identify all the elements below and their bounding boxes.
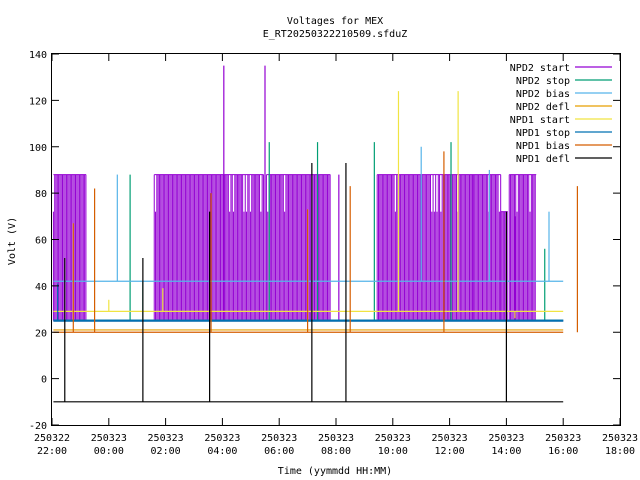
- legend: NPD2 start NPD2 stop NPD2 bias NPD2 defl NPD…: [510, 63, 612, 165]
- y-tick-label: 120: [29, 96, 47, 107]
- y-tick-label: 80: [35, 189, 47, 200]
- x-tick-label-time: 04:00: [207, 446, 237, 457]
- x-tick-label-time: 10:00: [378, 446, 408, 457]
- legend-label: NPD1 defl: [516, 154, 570, 165]
- x-tick-label-time: 22:00: [37, 446, 67, 457]
- legend-label: NPD2 stop: [516, 76, 570, 87]
- x-tick-label-date: 250323: [375, 433, 411, 444]
- series-npd1-start: [53, 91, 564, 319]
- series-npd2-start: [52, 65, 564, 322]
- y-axis-label: Volt (V): [7, 217, 18, 265]
- x-tick-label-time: 02:00: [151, 446, 181, 457]
- y-tick-label: 40: [35, 282, 47, 293]
- series-npd2-bias: [53, 146, 564, 282]
- axes: -20 0 20 40 60 80 100 120 140 250322 22:00 250323 00…: [29, 50, 638, 457]
- y-tick-label: 100: [29, 143, 47, 154]
- x-tick-label-time: 06:00: [264, 446, 294, 457]
- x-tick-label-time: 18:00: [605, 446, 635, 457]
- y-tick-label: 60: [35, 236, 47, 247]
- x-tick-label-date: 250322: [34, 433, 70, 444]
- chart-subtitle: E_RT20250322210509.sfduZ: [263, 29, 408, 40]
- legend-label: NPD1 stop: [516, 128, 570, 139]
- x-tick-label-time: 14:00: [491, 446, 521, 457]
- legend-label: NPD1 start: [510, 115, 570, 126]
- legend-label: NPD1 bias: [516, 141, 570, 152]
- plot-area: [52, 65, 579, 403]
- legend-label: NPD2 start: [510, 63, 570, 74]
- legend-label: NPD2 defl: [516, 102, 570, 113]
- x-tick-label-date: 250323: [545, 433, 581, 444]
- x-tick-label-time: 16:00: [548, 446, 578, 457]
- series-npd1-stop: [53, 283, 564, 322]
- x-tick-label-date: 250323: [148, 433, 184, 444]
- y-tick-label: 20: [35, 328, 47, 339]
- plot-border: [51, 53, 621, 426]
- y-tick-label: 0: [41, 375, 47, 386]
- x-tick-label-time: 08:00: [321, 446, 351, 457]
- x-tick-label-date: 250323: [602, 433, 638, 444]
- chart-title: Voltages for MEX: [287, 16, 383, 27]
- y-tick-label: 140: [29, 50, 47, 61]
- x-tick-label-date: 250323: [318, 433, 354, 444]
- legend-label: NPD2 bias: [516, 89, 570, 100]
- x-axis-label: Time (yymmdd HH:MM): [278, 466, 392, 477]
- x-tick-label-date: 250323: [432, 433, 468, 444]
- y-tick-label: -20: [29, 421, 47, 432]
- series-npd1-bias: [53, 151, 579, 333]
- x-tick-label-date: 250323: [91, 433, 127, 444]
- x-tick-label-date: 250323: [261, 433, 297, 444]
- x-tick-label-date: 250323: [204, 433, 240, 444]
- x-tick-label-time: 12:00: [435, 446, 465, 457]
- series-npd1-defl: [53, 162, 564, 403]
- x-tick-label-time: 00:00: [94, 446, 124, 457]
- x-tick-label-date: 250323: [488, 433, 524, 444]
